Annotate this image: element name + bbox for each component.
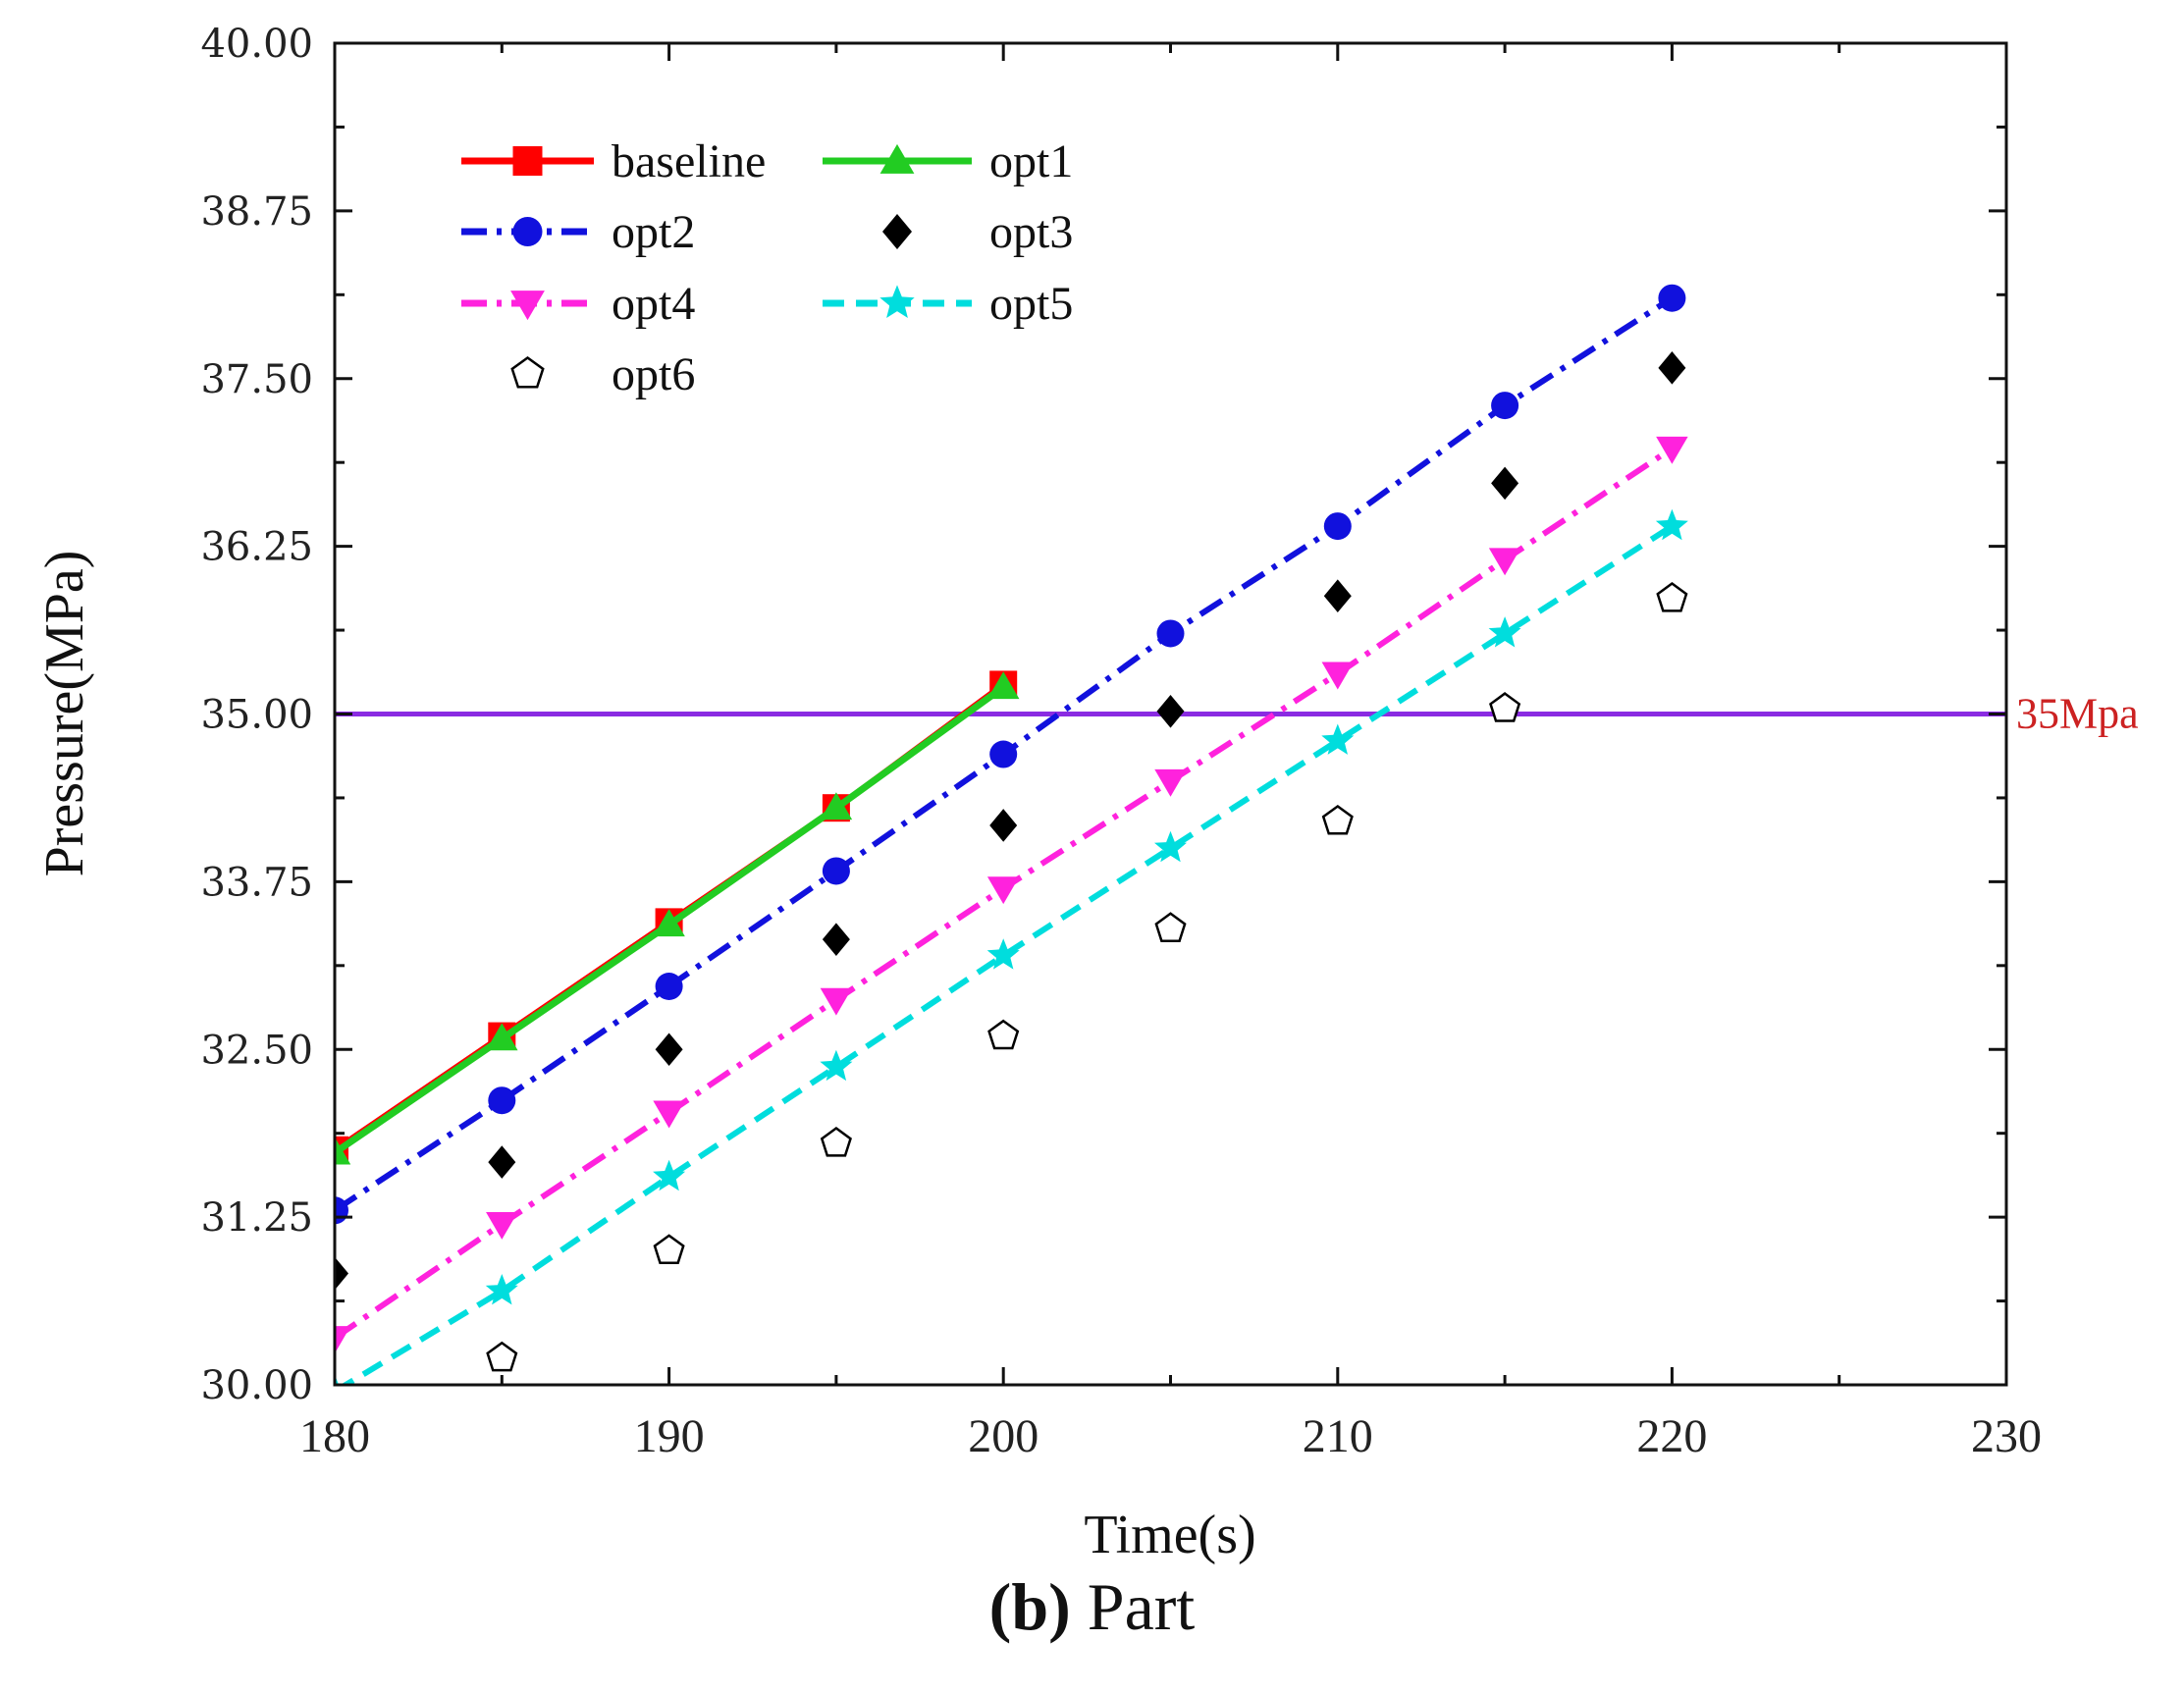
data-point-opt2 <box>488 1086 516 1115</box>
data-point-opt2 <box>655 973 683 1001</box>
x-tick-label: 230 <box>1971 1410 2042 1462</box>
data-point-opt4 <box>1488 548 1521 576</box>
data-point-opt3 <box>989 809 1018 842</box>
data-point-opt4 <box>986 876 1020 905</box>
data-point-opt3 <box>655 1032 683 1067</box>
x-tick-label: 220 <box>1636 1410 1707 1462</box>
data-point-opt5 <box>485 1274 518 1305</box>
data-point-opt5 <box>986 938 1020 970</box>
data-point-opt6 <box>486 1341 518 1372</box>
legend-marker-opt4 <box>510 291 545 321</box>
data-point-opt1 <box>653 909 685 937</box>
y-tick-label: 30.00 <box>200 1363 313 1408</box>
x-tick-label: 210 <box>1303 1410 1373 1462</box>
legend-marker-baseline <box>512 146 543 176</box>
y-tick-label: 33.75 <box>200 860 313 905</box>
legend: baseline opt1 opt2 opt3 opt4 opt5 opt6 <box>461 135 1073 400</box>
data-point-opt5 <box>1655 508 1688 541</box>
caption-text: Part <box>1070 1569 1196 1644</box>
legend-label-baseline: baseline <box>612 135 766 187</box>
y-tick-label: 32.50 <box>200 1028 313 1073</box>
caption-letter: (b) <box>988 1569 1071 1644</box>
data-point-opt3 <box>1156 694 1185 728</box>
legend-label-opt4: opt4 <box>612 278 695 330</box>
x-tick-label: 200 <box>968 1410 1039 1462</box>
data-point-opt3 <box>1658 351 1686 385</box>
x-tick-label: 190 <box>634 1410 705 1462</box>
data-point-opt6 <box>987 1019 1020 1050</box>
y-tick-label: 40.00 <box>200 22 313 67</box>
legend-marker-opt3 <box>882 214 912 249</box>
data-point-opt5 <box>653 1159 686 1191</box>
data-point-opt5 <box>1154 830 1187 863</box>
x-tick-label: 180 <box>299 1410 370 1462</box>
ticks-group: 30.00 31.25 32.50 33.75 35.00 36.25 37.50 38.75… <box>200 22 2042 1462</box>
data-point-opt2 <box>1491 392 1519 420</box>
data-point-opt5 <box>1488 616 1521 648</box>
legend-marker-opt1 <box>879 143 915 174</box>
data-point-opt4 <box>1321 662 1355 690</box>
data-point-opt6 <box>653 1234 685 1265</box>
legend-marker-opt6 <box>510 355 545 389</box>
data-point-opt4 <box>653 1100 685 1129</box>
data-point-opt2 <box>822 857 850 885</box>
legend-label-opt3: opt3 <box>989 206 1073 258</box>
data-point-opt6 <box>1321 804 1354 835</box>
data-point-opt4 <box>1656 436 1688 464</box>
y-axis-title: Pressure(MPa) <box>34 551 95 877</box>
data-point-opt5 <box>1321 723 1355 755</box>
series-opt6 <box>486 581 1688 1372</box>
data-point-opt2 <box>1156 619 1185 648</box>
data-point-opt6 <box>1489 692 1521 722</box>
data-point-opt4 <box>486 1211 518 1240</box>
data-point-opt5 <box>820 1049 853 1082</box>
legend-marker-opt2 <box>512 217 543 246</box>
data-point-opt1 <box>335 1137 351 1165</box>
data-point-opt3 <box>335 1256 348 1291</box>
data-point-opt2 <box>989 740 1018 768</box>
legend-item-opt3: opt3 <box>882 206 1073 258</box>
legend-item-opt1: opt1 <box>823 135 1073 187</box>
reference-line-label: 35Mpa <box>2016 690 2139 738</box>
x-axis-title: Time(s) <box>1084 1505 1255 1565</box>
data-point-opt6 <box>1656 581 1688 612</box>
legend-item-opt4: opt4 <box>461 278 695 330</box>
y-tick-label: 36.25 <box>200 525 313 570</box>
series-opt4 <box>335 436 1688 1354</box>
legend-item-opt6: opt6 <box>510 348 695 400</box>
y-tick-label: 37.50 <box>200 357 313 402</box>
data-point-opt4 <box>1154 768 1187 797</box>
data-point-opt4 <box>335 1326 351 1354</box>
legend-item-baseline: baseline <box>461 135 766 187</box>
y-tick-label: 35.00 <box>200 693 313 738</box>
data-point-opt4 <box>820 987 853 1016</box>
series-opt3 <box>335 351 1686 1291</box>
legend-label-opt6: opt6 <box>612 348 695 400</box>
legend-item-opt2: opt2 <box>461 206 695 258</box>
y-tick-label: 31.25 <box>200 1195 313 1241</box>
legend-label-opt5: opt5 <box>989 278 1073 330</box>
data-point-opt3 <box>1491 466 1519 501</box>
data-point-opt2 <box>1658 284 1686 312</box>
legend-marker-opt5 <box>879 285 915 318</box>
data-point-opt1 <box>986 671 1020 700</box>
data-point-opt1 <box>486 1023 518 1051</box>
series-group <box>335 284 1688 1385</box>
data-point-opt3 <box>488 1145 516 1179</box>
legend-label-opt1: opt1 <box>989 135 1073 187</box>
series-opt2 <box>335 284 1686 1225</box>
series-opt1 <box>335 671 1020 1165</box>
figure-caption: (b) Part <box>0 1568 2184 1646</box>
legend-item-opt5: opt5 <box>823 278 1073 330</box>
data-point-opt3 <box>822 923 850 956</box>
legend-label-opt2: opt2 <box>612 206 695 258</box>
data-point-opt6 <box>1154 912 1187 942</box>
data-point-opt2 <box>1323 512 1352 541</box>
data-point-opt3 <box>1323 579 1352 613</box>
data-point-opt1 <box>820 792 853 821</box>
data-point-opt6 <box>820 1126 852 1157</box>
y-tick-label: 38.75 <box>200 189 313 235</box>
